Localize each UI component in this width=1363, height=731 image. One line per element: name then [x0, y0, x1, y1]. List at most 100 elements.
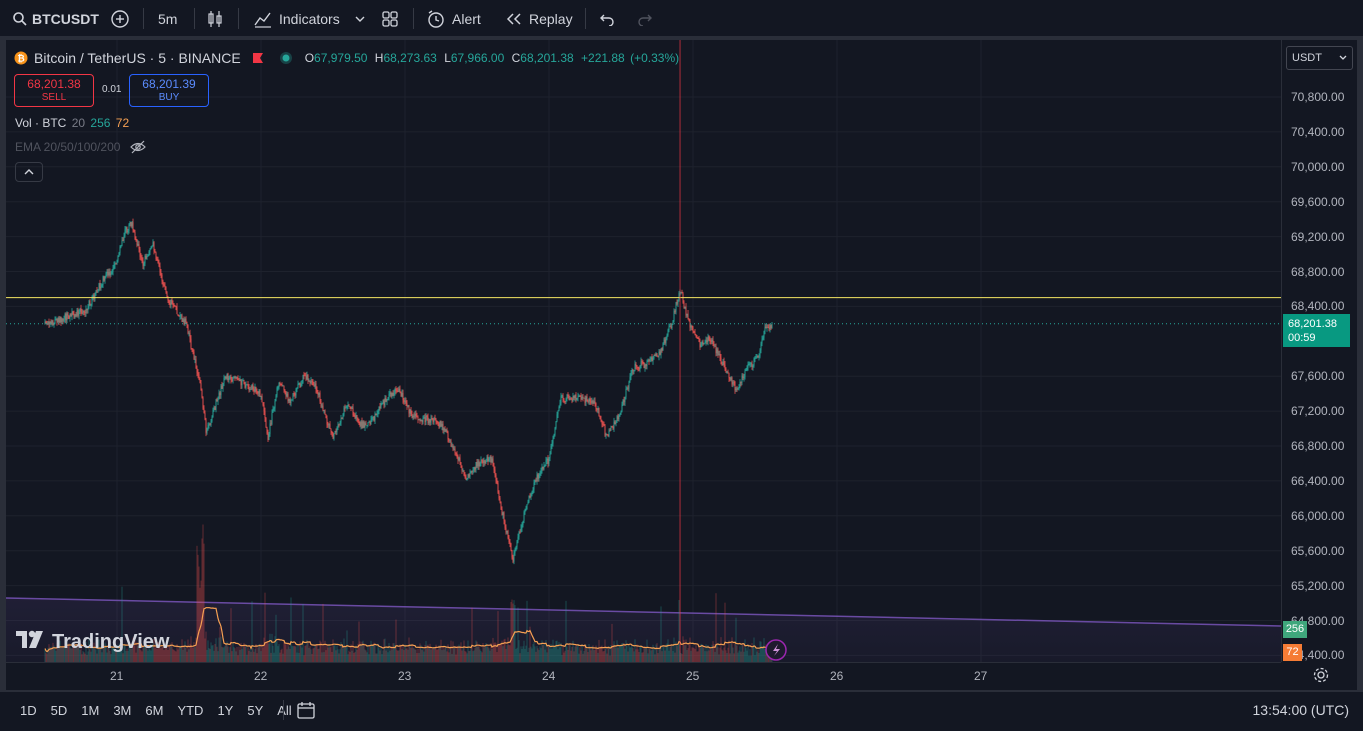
candle-body [445, 429, 447, 432]
chart-settings-button[interactable] [1312, 666, 1330, 689]
volume-bar [189, 643, 191, 662]
range-button-1d[interactable]: 1D [20, 702, 37, 718]
candle-body [108, 272, 110, 276]
candle-body [405, 400, 407, 404]
candle-body [475, 462, 477, 470]
candle-body [661, 348, 663, 351]
layout-button[interactable] [381, 0, 399, 37]
volume-bar [389, 650, 391, 662]
chart-pane[interactable]: TradingView ₿ Bitcoin / TetherUS · 5 · B… [5, 40, 1357, 690]
volume-bar [504, 638, 506, 662]
range-button-6m[interactable]: 6M [145, 702, 164, 718]
volume-bar [590, 650, 592, 662]
chart-type-button[interactable] [206, 0, 224, 37]
symbol-search[interactable]: BTCUSDT [12, 0, 99, 37]
volume-bar [540, 648, 542, 662]
candle-body [694, 332, 696, 336]
candle-body [153, 242, 155, 252]
undo-button[interactable] [599, 0, 615, 37]
candle-body [456, 453, 458, 457]
candle-body [377, 410, 379, 415]
plot-area[interactable]: TradingView ₿ Bitcoin / TetherUS · 5 · B… [5, 40, 1282, 662]
compare-button[interactable] [110, 0, 130, 37]
candle-body [524, 509, 526, 513]
volume-bar [623, 643, 625, 662]
alert-button[interactable]: Alert [426, 0, 481, 37]
range-button-all[interactable]: All [277, 702, 292, 718]
candle-body [344, 407, 346, 409]
replay-button[interactable]: Replay [505, 0, 573, 37]
volume-bar [710, 649, 712, 662]
candle-body [299, 383, 301, 388]
candle-body [192, 349, 194, 352]
candle-body [118, 252, 120, 256]
symbol-title[interactable]: Bitcoin / TetherUS · 5 · BINANCE [34, 50, 241, 66]
volume-bar [416, 653, 418, 662]
volume-bar [140, 650, 142, 662]
volume-bar [601, 645, 603, 662]
candle-body [293, 393, 295, 395]
volume-bar [720, 637, 722, 662]
volume-bar [44, 648, 46, 662]
close-value: 68,201.38 [520, 51, 574, 65]
volume-bar [490, 642, 492, 662]
candle-body [740, 382, 742, 383]
candle-body [306, 374, 308, 380]
volume-bar [47, 647, 49, 662]
candle-body [596, 408, 598, 410]
volume-bar [525, 645, 527, 662]
lightning-icon[interactable] [765, 639, 787, 661]
range-button-1y[interactable]: 1Y [217, 702, 234, 718]
timezone-clock[interactable]: 13:54:00 (UTC) [1252, 702, 1349, 718]
volume-bar [393, 643, 395, 662]
volume-bar [759, 641, 761, 662]
volume-bar [697, 651, 699, 662]
range-button-5y[interactable]: 5Y [247, 702, 264, 718]
range-button-ytd[interactable]: YTD [177, 702, 204, 718]
redo-button[interactable] [637, 0, 653, 37]
volume-bar [402, 644, 404, 662]
volume-bar [150, 650, 152, 662]
collapse-legend-button[interactable] [15, 162, 43, 182]
indicators-button[interactable]: Indicators [253, 0, 340, 37]
flag-icon[interactable] [251, 51, 265, 65]
volume-bar [263, 637, 265, 662]
volume-bar [317, 649, 319, 662]
price-chart[interactable]: TradingView [5, 40, 1282, 662]
range-button-3m[interactable]: 3M [113, 702, 132, 718]
volume-bar [96, 653, 98, 662]
volume-bar [380, 647, 382, 662]
market-status-icon[interactable] [279, 51, 293, 65]
volume-period: 20 [71, 116, 86, 130]
volume-bar [245, 644, 247, 662]
candle-body [105, 273, 107, 277]
volume-bar [432, 648, 434, 662]
indicators-templates-dropdown[interactable] [354, 0, 366, 37]
range-button-5d[interactable]: 5D [50, 702, 68, 718]
eye-hidden-icon[interactable] [130, 140, 147, 154]
range-button-1m[interactable]: 1M [81, 702, 100, 718]
volume-bar [379, 650, 381, 662]
candle-body [614, 421, 616, 425]
ema-legend[interactable]: EMA 20/50/100/200 [15, 140, 147, 154]
candle-body [669, 326, 671, 328]
candle-body [58, 318, 60, 323]
volume-bar [763, 638, 765, 662]
price-axis[interactable]: USDT 70,800.00 70,400.00 70,000.00 69,600.0… [1281, 40, 1357, 662]
change-value: +221.88 [581, 51, 625, 65]
buy-button[interactable]: 68,201.39 BUY [129, 74, 209, 107]
currency-select[interactable]: USDT [1286, 46, 1353, 70]
volume-bar [294, 646, 296, 662]
candle-body [73, 314, 75, 318]
volume-bar [415, 649, 417, 662]
volume-bar [456, 645, 458, 662]
interval-button[interactable]: 5m [158, 10, 178, 27]
sell-button[interactable]: 68,201.38 SELL [14, 74, 94, 107]
volume-legend[interactable]: Vol · BTC 20 256 72 [15, 116, 129, 130]
go-to-date-button[interactable] [296, 700, 316, 725]
candle-body [666, 335, 668, 339]
candle-body [167, 297, 169, 301]
time-axis[interactable]: 21 22 23 24 25 26 27 [6, 662, 1281, 690]
volume-bar [205, 631, 207, 662]
volume-bar [665, 644, 667, 662]
